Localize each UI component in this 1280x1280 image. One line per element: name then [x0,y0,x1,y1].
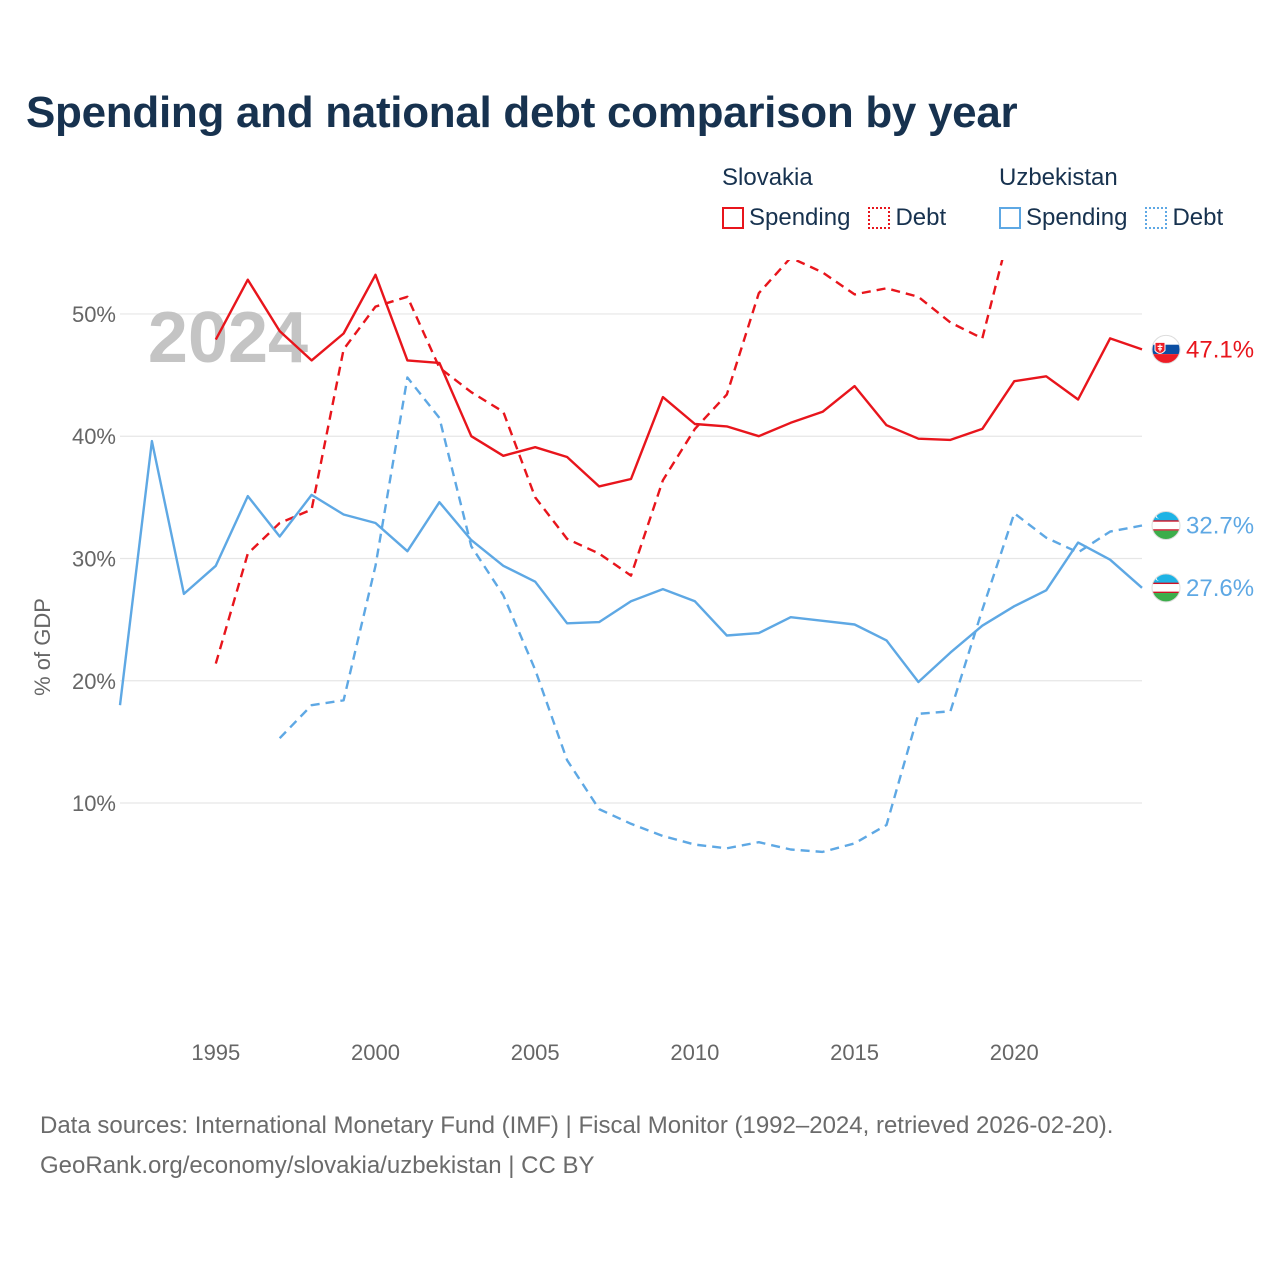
x-tick-label: 1995 [191,1040,240,1065]
uzbekistan-debt-line[interactable] [278,376,1143,854]
y-tick-label: 30% [72,546,116,571]
legend-item-slovakia-debt[interactable]: Debt [868,204,946,232]
legend-group-uzbekistan: Uzbekistan Spending Debt [999,162,1223,232]
legend-group-slovakia: Slovakia Spending Debt [722,162,946,232]
source-url[interactable]: GeoRank.org/economy/slovakia/uzbekistan … [40,1152,595,1179]
uzbekistan-flag-icon [1151,510,1181,540]
year-watermark: 2024 [148,298,308,378]
y-tick-label: 20% [72,669,116,694]
legend-item-uzbekistan-spending[interactable]: Spending [999,204,1127,232]
legend-item-slovakia-spending[interactable]: Spending [722,204,850,232]
legend-label: Debt [1172,204,1224,231]
y-tick-label: 50% [72,302,116,327]
end-value-label: 27.6% [1186,575,1254,602]
legend-swatch-solid-icon [722,207,744,229]
x-tick-label: 2000 [351,1040,400,1065]
legend-swatch-solid-icon [999,207,1021,229]
uzbekistan-flag-icon [1151,573,1181,603]
legend-country-slovakia: Slovakia [722,164,813,191]
line-chart: 2024 10%20%30%40%50%60%19952000200520102… [30,260,1254,1065]
x-tick-label: 2010 [670,1040,719,1065]
legend-item-uzbekistan-debt[interactable]: Debt [1145,204,1223,232]
footer: Data sources: International Monetary Fun… [40,1106,1113,1186]
slovakia-spending-line[interactable] [214,273,1143,488]
chart-title: Spending and national debt comparison by… [26,88,1018,137]
y-axis-label: % of GDP [30,598,55,696]
end-value-label: 32.7% [1186,512,1254,539]
legend-swatch-dotted-icon [868,207,891,229]
y-tick-label: 10% [72,791,116,816]
x-tick-label: 2005 [511,1040,560,1065]
uzbekistan-spending-line[interactable] [118,439,1143,706]
legend-country-uzbekistan: Uzbekistan [999,164,1118,191]
end-value-label: 47.1% [1186,336,1254,363]
slovakia-flag-icon [1151,334,1181,364]
slovakia-debt-line[interactable] [214,260,1142,664]
legend-label: Spending [1026,204,1128,231]
x-tick-label: 2020 [990,1040,1039,1065]
y-tick-label: 40% [72,424,116,449]
x-tick-label: 2015 [830,1040,879,1065]
legend-label: Spending [749,204,851,231]
data-source-note: Data sources: International Monetary Fun… [40,1112,1114,1139]
legend-label: Debt [895,204,947,231]
legend-swatch-dotted-icon [1145,207,1168,229]
